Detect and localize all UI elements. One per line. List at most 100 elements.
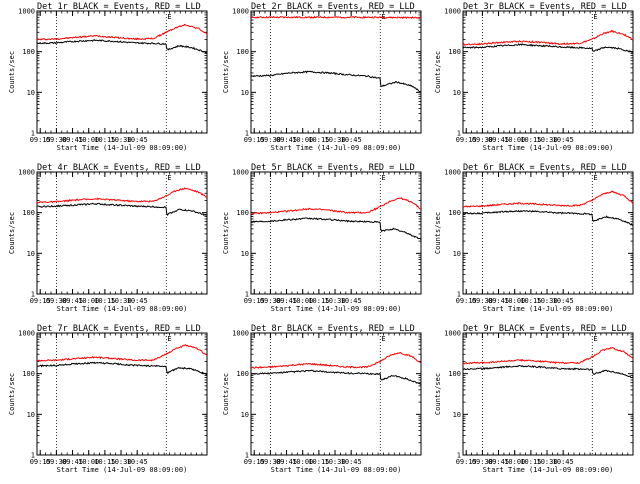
y-tick-label: 1000	[232, 169, 249, 177]
x-tick-label: 10:30	[324, 136, 345, 144]
y-tick-label: 100	[236, 370, 249, 378]
lld-series-line	[462, 190, 634, 208]
events-series-line	[36, 361, 208, 376]
x-tick-label: 09:30	[260, 458, 281, 466]
x-tick-label: 09:45	[276, 136, 297, 144]
lld-series-line	[250, 15, 422, 20]
y-axis-label: Counts/sec	[434, 373, 442, 415]
panel-title: Det 8r BLACK = Events, RED = LLD	[251, 324, 415, 334]
x-tick-label: 10:45	[553, 458, 574, 466]
y-tick-label: 100	[448, 48, 461, 56]
x-tick-label: 10:45	[553, 297, 574, 305]
x-tick-label: 10:15	[94, 458, 115, 466]
y-tick-label: 10	[27, 89, 35, 97]
x-tick-label: 09:30	[46, 458, 67, 466]
x-axis-label: Start Time (14-Jul-09 08:09:00)	[271, 466, 402, 474]
y-tick-label: 1000	[444, 8, 461, 16]
x-axis-label: Start Time (14-Jul-09 08:09:00)	[57, 466, 188, 474]
plot-frame	[462, 10, 634, 134]
detector-panel-1: Det 1r BLACK = Events, RED = LLD 1 10 100 10…	[8, 2, 208, 152]
y-tick-label: 1	[31, 130, 35, 138]
y-axis-label: Counts/sec	[222, 212, 230, 254]
x-tick-label: 10:15	[520, 297, 541, 305]
plot-frame	[36, 171, 208, 295]
event-marker-label: E	[167, 174, 171, 182]
x-tick-label: 09:15	[244, 297, 265, 305]
x-tick-label: 10:45	[127, 297, 148, 305]
y-axis-label: Counts/sec	[8, 51, 16, 93]
x-tick-label: 09:45	[276, 458, 297, 466]
event-marker-label: E	[381, 174, 385, 182]
y-tick-label: 10	[27, 411, 35, 419]
x-tick-label: 09:15	[30, 297, 51, 305]
y-tick-label: 1000	[18, 330, 35, 338]
y-axis-label: Counts/sec	[8, 373, 16, 415]
x-tick-label: 10:30	[324, 458, 345, 466]
x-tick-label: 09:30	[472, 297, 493, 305]
x-tick-label: 10:45	[553, 136, 574, 144]
panel-title: Det 6r BLACK = Events, RED = LLD	[463, 163, 627, 173]
y-tick-label: 10	[241, 250, 249, 258]
x-tick-label: 10:45	[341, 136, 362, 144]
panel-title: Det 7r BLACK = Events, RED = LLD	[37, 324, 201, 334]
panel-title: Det 4r BLACK = Events, RED = LLD	[37, 163, 201, 173]
detector-panel-7: Det 7r BLACK = Events, RED = LLD 1 10 100 10…	[8, 324, 208, 474]
x-tick-label: 10:45	[127, 458, 148, 466]
x-axis-label: Start Time (14-Jul-09 08:09:00)	[57, 305, 188, 313]
x-tick-label: 10:30	[110, 297, 131, 305]
x-axis-label: Start Time (14-Jul-09 08:09:00)	[483, 466, 614, 474]
y-axis-label: Counts/sec	[434, 51, 442, 93]
detector-panel-5: Det 5r BLACK = Events, RED = LLD 1 10 100 10…	[222, 163, 422, 313]
lld-series-line	[250, 351, 422, 369]
x-tick-label: 10:30	[536, 297, 557, 305]
x-tick-label: 10:15	[308, 458, 329, 466]
x-axis-label: Start Time (14-Jul-09 08:09:00)	[57, 144, 188, 152]
detector-panel-3: Det 3r BLACK = Events, RED = LLD 1 10 100 10…	[434, 2, 634, 152]
y-tick-label: 1	[457, 291, 461, 299]
y-axis-label: Counts/sec	[222, 51, 230, 93]
plot-frame	[462, 332, 634, 456]
detector-panel-4: Det 4r BLACK = Events, RED = LLD 1 10 100 10…	[8, 163, 208, 313]
x-tick-label: 09:45	[62, 136, 83, 144]
event-marker-label: E	[167, 13, 171, 21]
x-tick-label: 09:15	[456, 136, 477, 144]
lld-series-line	[36, 187, 208, 204]
x-tick-label: 10:15	[308, 297, 329, 305]
x-tick-label: 09:45	[276, 297, 297, 305]
x-tick-label: 10:00	[504, 297, 525, 305]
event-marker-label: E	[593, 13, 597, 21]
x-tick-label: 10:00	[78, 297, 99, 305]
x-tick-label: 10:00	[78, 136, 99, 144]
x-tick-label: 10:30	[536, 136, 557, 144]
y-axis-label: Counts/sec	[222, 373, 230, 415]
event-marker-label: E	[167, 335, 171, 343]
lld-series-line	[462, 29, 634, 46]
x-axis-label: Start Time (14-Jul-09 08:09:00)	[271, 305, 402, 313]
y-tick-label: 100	[236, 209, 249, 217]
x-tick-label: 10:30	[324, 297, 345, 305]
events-series-line	[462, 209, 634, 226]
y-tick-label: 100	[22, 209, 35, 217]
y-tick-label: 1000	[444, 169, 461, 177]
events-series-line	[250, 369, 422, 385]
y-tick-label: 100	[22, 370, 35, 378]
x-tick-label: 10:00	[78, 458, 99, 466]
y-tick-label: 1000	[232, 330, 249, 338]
event-marker-label: E	[593, 174, 597, 182]
detector-panel-9: Det 9r BLACK = Events, RED = LLD 1 10 100 10…	[434, 324, 634, 474]
x-tick-label: 09:15	[456, 297, 477, 305]
events-series-line	[250, 217, 422, 241]
x-tick-label: 10:15	[94, 297, 115, 305]
x-tick-label: 09:15	[30, 458, 51, 466]
x-tick-label: 09:45	[488, 136, 509, 144]
y-tick-label: 1	[31, 291, 35, 299]
y-tick-label: 10	[241, 89, 249, 97]
x-tick-label: 10:00	[504, 458, 525, 466]
panel-title: Det 1r BLACK = Events, RED = LLD	[37, 2, 201, 12]
y-tick-label: 1	[31, 452, 35, 460]
x-axis-label: Start Time (14-Jul-09 08:09:00)	[271, 144, 402, 152]
y-axis-label: Counts/sec	[8, 212, 16, 254]
event-marker-label: E	[381, 335, 385, 343]
x-tick-label: 10:30	[110, 458, 131, 466]
